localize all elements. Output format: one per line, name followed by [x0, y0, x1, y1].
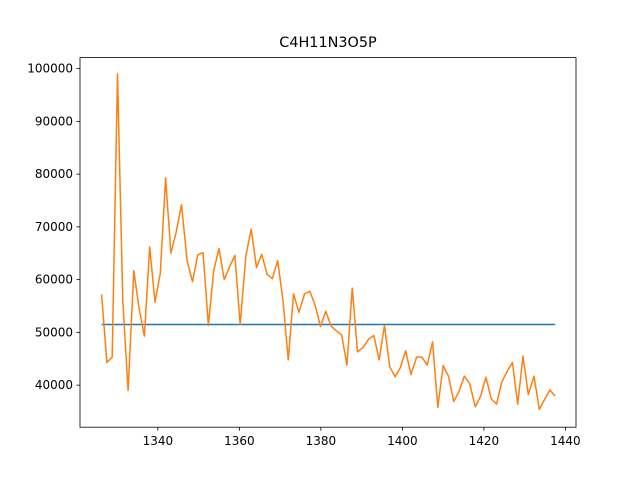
y-tick-label: 50000	[35, 325, 73, 339]
series-line	[100, 73, 556, 411]
y-tick-label: 90000	[35, 114, 73, 128]
x-tick-label: 1340	[143, 434, 174, 448]
chart-title: C4H11N3O5P	[279, 35, 377, 51]
y-tick-label: 40000	[35, 378, 73, 392]
y-tick-label: 80000	[35, 167, 73, 181]
x-tick-label: 1360	[224, 434, 255, 448]
x-tick-label: 1440	[550, 434, 581, 448]
plot-frame	[79, 57, 577, 428]
y-tick-label: 100000	[27, 62, 73, 76]
x-tick-label: 1400	[387, 434, 418, 448]
y-tick-label: 60000	[35, 273, 73, 287]
x-tick-label: 1380	[306, 434, 337, 448]
y-tick-label: 70000	[35, 220, 73, 234]
x-tick-label: 1420	[469, 434, 500, 448]
